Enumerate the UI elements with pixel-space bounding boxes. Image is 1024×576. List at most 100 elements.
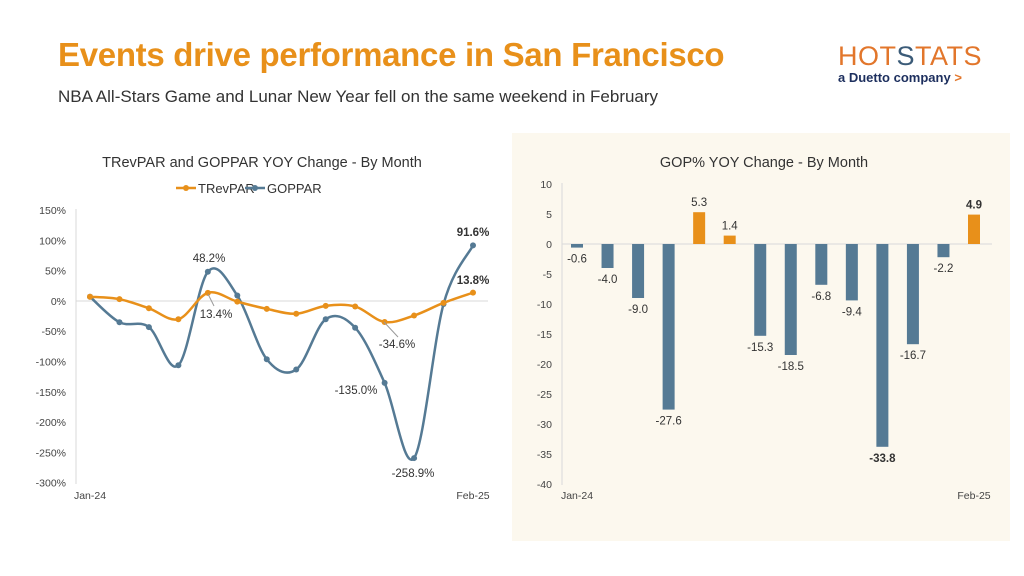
y-tick-label: -35 <box>537 449 552 461</box>
data-point-goppar <box>470 242 476 249</box>
bar-jul-24 <box>754 244 767 336</box>
bar-dec-24 <box>906 244 919 345</box>
data-point-trevpar <box>470 289 476 296</box>
data-point-trevpar <box>293 310 300 317</box>
bar-nov-24 <box>876 244 889 447</box>
gop-chart-panel <box>512 133 1010 541</box>
data-label: -135.0% <box>335 385 378 397</box>
bar-data-label: -33.8 <box>869 453 896 465</box>
x-tick-label: Jan-24 <box>74 490 106 502</box>
page-title: Events drive performance in San Francisc… <box>58 36 725 73</box>
y-tick-label: 0% <box>51 296 66 308</box>
logo-tagline: a Duetto company > <box>838 70 962 85</box>
line-chart-title: TRevPAR and GOPPAR YOY Change - By Month <box>102 155 422 171</box>
y-tick-label: -300% <box>36 478 66 490</box>
y-tick-label: -100% <box>36 357 66 369</box>
x-tick-label: Feb-25 <box>957 490 990 502</box>
bar-sep-24 <box>815 244 828 285</box>
x-tick-label: Feb-25 <box>456 490 489 502</box>
data-point-goppar <box>381 379 388 386</box>
y-tick-label: -5 <box>543 269 552 281</box>
bar-mar-24 <box>632 244 645 298</box>
y-tick-label: -50% <box>41 326 66 338</box>
data-point-trevpar <box>87 293 93 300</box>
logo-brand: HOTSTATS <box>838 41 983 71</box>
bar-data-label: -27.6 <box>656 416 682 428</box>
data-point-goppar <box>145 324 152 331</box>
bar-data-label: 5.3 <box>691 197 707 209</box>
bar-data-label: -9.0 <box>628 304 648 316</box>
data-label: 13.4% <box>200 309 233 321</box>
data-point-trevpar <box>352 303 359 310</box>
bar-jan-24 <box>571 244 583 248</box>
data-label: 13.8% <box>457 275 490 287</box>
bar-aug-24 <box>784 244 797 355</box>
data-point-trevpar <box>234 298 241 305</box>
data-point-trevpar <box>322 302 329 309</box>
legend-label: GOPPAR <box>267 181 322 196</box>
data-label: 91.6% <box>457 227 490 239</box>
data-point-trevpar <box>116 296 123 303</box>
leader-line <box>207 293 215 307</box>
series-line-goppar <box>89 244 475 462</box>
page-subtitle: NBA All-Stars Game and Lunar New Year fe… <box>58 87 659 106</box>
y-tick-label: -25 <box>537 389 552 401</box>
data-point-trevpar <box>440 299 447 306</box>
data-label: -34.6% <box>379 339 415 351</box>
bar-data-label: 4.9 <box>966 200 982 212</box>
bar-oct-24 <box>845 244 858 301</box>
bar-data-label: -6.8 <box>811 291 831 303</box>
data-label: 48.2% <box>193 253 226 265</box>
data-point-trevpar <box>204 289 211 296</box>
data-point-trevpar <box>411 312 418 319</box>
bar-feb-24 <box>601 244 614 268</box>
data-point-goppar <box>234 292 241 299</box>
y-tick-label: 10 <box>540 179 552 191</box>
y-tick-label: -40 <box>537 479 552 491</box>
data-point-goppar <box>411 455 418 462</box>
data-label: -258.9% <box>392 468 435 480</box>
data-point-trevpar <box>175 316 182 323</box>
leader-line <box>383 321 399 338</box>
bar-feb-25 <box>968 214 980 244</box>
bar-jan-25 <box>937 244 950 258</box>
data-point-trevpar <box>145 305 152 312</box>
y-tick-label: 0 <box>546 239 552 251</box>
bar-chart-title: GOP% YOY Change - By Month <box>660 155 868 171</box>
legend-marker <box>183 185 189 191</box>
data-point-goppar <box>116 319 123 326</box>
y-tick-label: 5 <box>546 209 552 221</box>
data-point-goppar <box>263 356 270 363</box>
bar-data-label: -9.4 <box>842 306 862 318</box>
data-point-goppar <box>322 316 329 323</box>
data-point-goppar <box>204 268 211 275</box>
data-point-goppar <box>293 366 300 373</box>
bar-data-label: -2.2 <box>934 263 954 275</box>
y-tick-label: 100% <box>39 235 66 247</box>
bar-data-label: -16.7 <box>900 350 926 362</box>
bar-data-label: -15.3 <box>747 342 773 354</box>
data-point-goppar <box>352 324 359 331</box>
bar-data-label: 1.4 <box>722 221 739 233</box>
hotstats-logo: HOTSTATS a Duetto company > <box>838 42 988 85</box>
y-tick-label: 150% <box>39 205 66 217</box>
bar-data-label: -0.6 <box>567 254 587 266</box>
y-tick-label: -10 <box>537 299 552 311</box>
bar-data-label: -18.5 <box>778 361 804 373</box>
data-point-trevpar <box>263 305 270 312</box>
data-point-goppar <box>175 362 182 369</box>
y-tick-label: -30 <box>537 419 552 431</box>
bar-may-24 <box>693 212 706 244</box>
y-tick-label: -20 <box>537 359 552 371</box>
bar-apr-24 <box>662 244 675 410</box>
y-tick-label: 50% <box>45 266 66 278</box>
y-tick-label: -150% <box>36 387 66 399</box>
x-tick-label: Jan-24 <box>561 490 593 502</box>
y-tick-label: -200% <box>36 417 66 429</box>
legend-label: TRevPAR <box>198 181 255 196</box>
y-tick-label: -250% <box>36 447 66 459</box>
bar-jun-24 <box>723 235 736 244</box>
bar-data-label: -4.0 <box>598 274 618 286</box>
legend-marker <box>252 185 258 191</box>
